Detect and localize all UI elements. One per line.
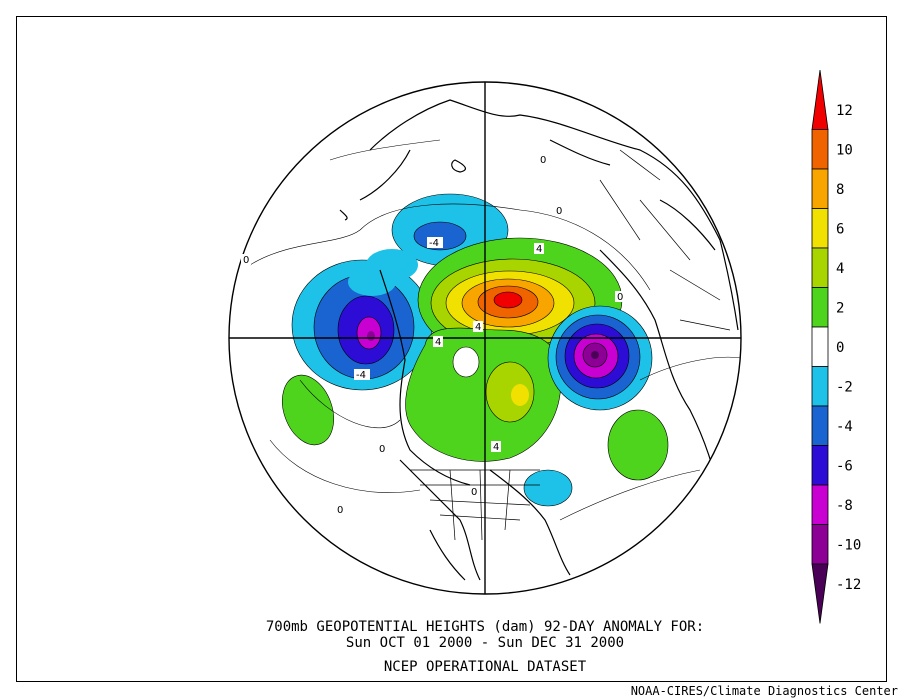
contour-label: 0 [556, 206, 562, 217]
contour-label-bg [354, 369, 370, 380]
contour-label-bg [433, 336, 443, 347]
contour-label: 4 [435, 337, 441, 348]
colorbar-bin [811, 326, 829, 367]
contour-label-bg [377, 443, 387, 454]
colorbar-bin [811, 208, 829, 249]
colorbar: 12 10 8 6 4 2 0 -2 -4 -6 -8 -10 -12 [811, 69, 861, 624]
colorbar-tick-label: 8 [836, 182, 844, 198]
plot-frame [16, 16, 887, 682]
contour-label-bg [469, 486, 479, 497]
colorbar-bin [811, 484, 829, 525]
colorbar-tick-label: 10 [836, 143, 853, 159]
hawaii-anomaly-high [282, 374, 334, 446]
contour-label: 0 [617, 292, 623, 303]
contour-label: 0 [337, 505, 343, 516]
contour-label-bg [427, 237, 443, 248]
borders [410, 149, 731, 541]
colorbar-bin [811, 366, 829, 407]
zero-contours [249, 139, 741, 521]
contour-label-bg [335, 504, 345, 515]
colorbar-bin [811, 69, 829, 130]
contour-label: 0 [540, 155, 546, 166]
contour-label: -4 [356, 370, 366, 381]
contour-label: 4 [475, 322, 481, 333]
contour-labels: -4 -4 4 4 4 0 0 0 0 0 0 0 4 [241, 154, 625, 516]
title-line-2: Sun OCT 01 2000 - Sun DEC 31 2000 [345, 635, 625, 651]
credit-text: NOAA-CIRES/Climate Diagnostics Center [630, 684, 898, 698]
colorbar-tick-label: 12 [836, 103, 853, 119]
contour-label-bg [473, 321, 483, 332]
title-line-3: NCEP OPERATIONAL DATASET [383, 659, 587, 675]
coastlines [339, 99, 739, 581]
contour-label-bg [538, 154, 548, 165]
colorbar-tick-label: 2 [836, 301, 844, 317]
contour-label: 0 [379, 444, 385, 455]
contour-label: 4 [493, 442, 499, 453]
contour-label: 4 [536, 244, 542, 255]
contour-label-bg [554, 205, 564, 216]
colorbar-tick-label: -2 [836, 380, 853, 396]
eastern-atlantic-anomaly-high [607, 409, 669, 481]
colorbar-bin [811, 445, 829, 486]
colorbar-tick-label: 6 [836, 222, 844, 238]
colorbar-tick-label: 4 [836, 261, 844, 277]
contour-label-bg [615, 291, 625, 302]
colorbar-tick-label: -12 [836, 577, 861, 593]
colorbar-bin [811, 405, 829, 446]
north-pacific-anomaly-low [291, 259, 433, 391]
colorbar-bin [811, 168, 829, 209]
colorbar-bin [811, 287, 829, 328]
canada-anomaly-high [405, 327, 562, 462]
colorbar-tick-label: -10 [836, 538, 861, 554]
colorbar-bin [811, 524, 829, 565]
eastern-us-anomaly-low [523, 469, 573, 507]
title-line-1: 700mb GEOPOTENTIAL HEIGHTS (dam) 92-DAY … [265, 619, 705, 635]
contour-label-bg [534, 243, 544, 254]
colorbar-tick-label: -4 [836, 419, 853, 435]
contour-label: 0 [471, 487, 477, 498]
north-atlantic-anomaly-low [547, 305, 653, 411]
colorbar-tick-label: 0 [836, 340, 844, 356]
colorbar-bin [811, 563, 829, 624]
colorbar-tick-label: -6 [836, 459, 853, 475]
contour-label-bg [241, 254, 251, 265]
colorbar-bin [811, 129, 829, 170]
colorbar-bin [811, 247, 829, 288]
contour-label: -4 [429, 238, 439, 249]
colorbar-tick-label: -8 [836, 498, 853, 514]
contour-label: 0 [243, 255, 249, 266]
contour-label-bg [491, 441, 501, 452]
